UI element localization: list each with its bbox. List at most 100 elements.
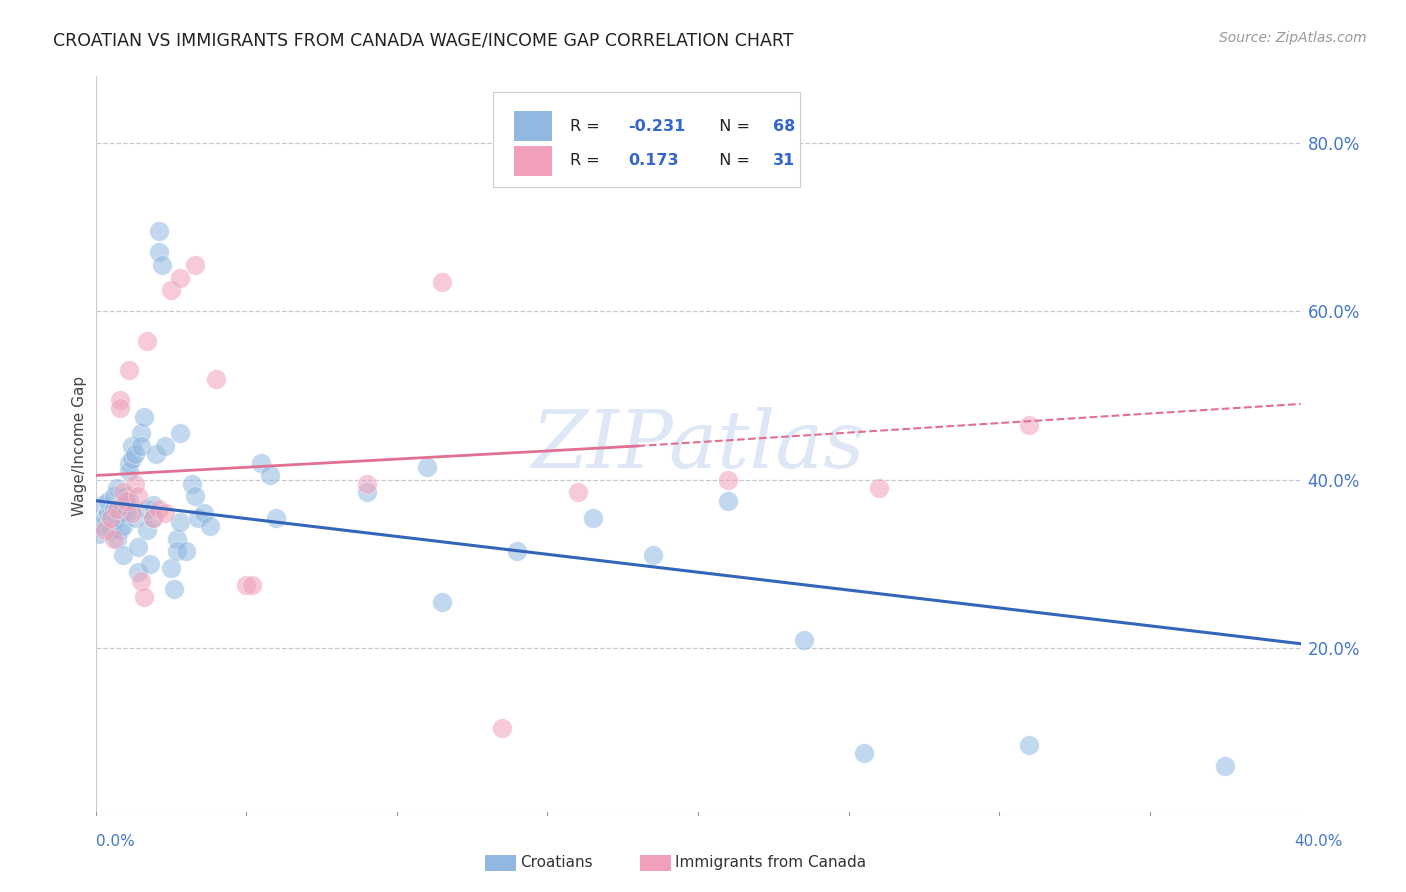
Point (121, 451, 143, 466)
Point (491, 721, 513, 735)
Point (132, 409, 155, 424)
Point (111, 498, 134, 512)
Point (103, 502, 125, 516)
Point (132, 591, 155, 605)
Point (129, 439, 152, 453)
Point (153, 439, 176, 453)
Point (124, 510, 146, 524)
Bar (513, 112, 553, 141)
Point (567, 485, 589, 500)
Point (717, 493, 740, 508)
Point (127, 565, 149, 579)
Point (124, 476, 146, 491)
Point (150, 258, 173, 272)
Point (90, 498, 112, 512)
Point (124, 447, 146, 461)
Point (100, 523, 122, 537)
Point (121, 439, 143, 453)
Point (506, 544, 529, 558)
Text: 68: 68 (773, 119, 794, 134)
Point (430, 594, 453, 608)
Text: Source: ZipAtlas.com: Source: ZipAtlas.com (1219, 31, 1367, 45)
Point (181, 476, 204, 491)
Point (105, 502, 128, 516)
Point (108, 523, 131, 537)
Point (93, 523, 115, 537)
Text: 31: 31 (773, 153, 794, 169)
Point (184, 490, 207, 504)
Point (160, 284, 183, 298)
Point (148, 245, 170, 260)
Point (142, 498, 165, 512)
Text: N =: N = (709, 119, 755, 134)
Point (153, 506, 176, 520)
Point (129, 426, 152, 441)
Point (240, 578, 263, 592)
Point (142, 510, 165, 524)
Point (97, 493, 120, 508)
Point (148, 502, 170, 516)
Point (868, 481, 890, 495)
Point (108, 392, 131, 407)
Point (114, 490, 136, 504)
Point (111, 519, 134, 533)
Point (93, 510, 115, 524)
Point (142, 510, 165, 524)
Point (266, 510, 288, 524)
Point (105, 510, 128, 524)
Text: R =: R = (571, 153, 605, 169)
Point (103, 532, 125, 546)
Point (121, 506, 143, 520)
Point (416, 460, 439, 475)
FancyBboxPatch shape (494, 92, 800, 187)
Point (166, 532, 188, 546)
Point (356, 476, 378, 491)
Text: 40.0%: 40.0% (1295, 834, 1343, 848)
Point (105, 481, 128, 495)
Point (127, 540, 149, 554)
Point (108, 506, 131, 520)
Text: 0.0%: 0.0% (96, 834, 135, 848)
Point (250, 456, 273, 470)
Point (129, 574, 152, 588)
Point (184, 258, 207, 272)
Point (198, 519, 221, 533)
Text: -0.231: -0.231 (628, 119, 686, 134)
Text: R =: R = (571, 119, 605, 134)
Point (174, 544, 197, 558)
Point (118, 493, 141, 508)
Point (1213, 758, 1236, 772)
Point (108, 401, 131, 416)
Point (105, 532, 128, 546)
Point (187, 510, 209, 524)
Point (90, 519, 112, 533)
Point (111, 549, 134, 563)
Point (135, 523, 157, 537)
Point (169, 426, 191, 441)
Point (160, 561, 183, 575)
Text: ZIPatlas: ZIPatlas (531, 408, 865, 484)
Point (169, 515, 191, 529)
Point (111, 485, 134, 500)
Point (259, 468, 281, 483)
Point (852, 746, 875, 760)
Point (97, 506, 120, 520)
Point (127, 490, 149, 504)
Point (235, 578, 257, 592)
Y-axis label: Wage/Income Gap: Wage/Income Gap (72, 376, 87, 516)
Point (717, 473, 740, 487)
Point (1018, 738, 1040, 752)
Point (103, 490, 125, 504)
Point (1018, 417, 1040, 432)
Text: 0.173: 0.173 (628, 153, 679, 169)
Point (163, 582, 186, 596)
Point (135, 502, 157, 516)
Point (87, 527, 110, 541)
Point (100, 510, 122, 524)
Bar (513, 146, 553, 176)
Point (135, 334, 157, 348)
Text: CROATIAN VS IMMIGRANTS FROM CANADA WAGE/INCOME GAP CORRELATION CHART: CROATIAN VS IMMIGRANTS FROM CANADA WAGE/… (53, 31, 794, 49)
Point (118, 363, 141, 377)
Point (114, 506, 136, 520)
Point (145, 447, 167, 461)
